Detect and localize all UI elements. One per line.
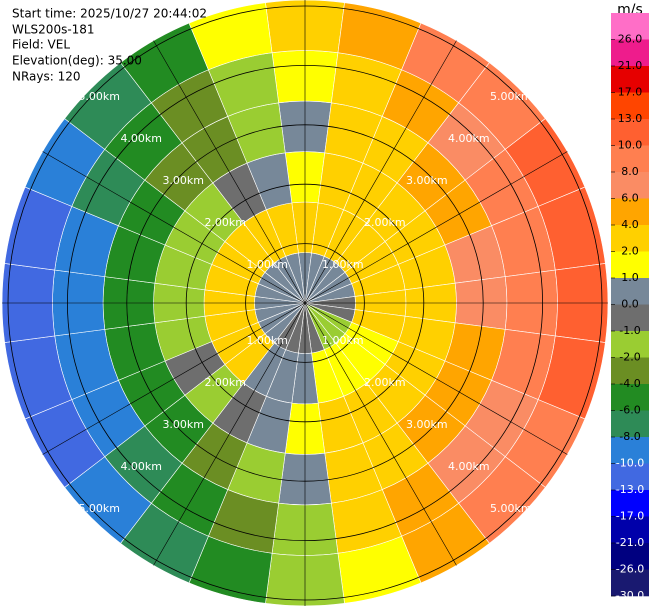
range-label: 1.00km <box>246 258 288 271</box>
colorbar-bin <box>611 251 649 279</box>
colorbar-label: -2.0 <box>619 351 640 364</box>
range-label: 3.00km <box>406 174 448 187</box>
range-ring <box>245 243 365 363</box>
range-label: 1.00km <box>246 334 288 347</box>
colorbar-bin <box>611 384 649 411</box>
range-ring <box>66 64 544 542</box>
velocity-gate <box>188 2 273 71</box>
colorbar-bin <box>611 225 649 252</box>
colorbar-bin <box>611 119 649 146</box>
spoke <box>304 302 457 566</box>
colorbar-bin <box>611 490 649 517</box>
colorbar-bin <box>611 92 649 120</box>
colorbar-label: 21.0 <box>618 59 643 72</box>
ppi-plot <box>1 0 609 607</box>
spoke <box>304 40 457 304</box>
colorbar-label: 1.0 <box>621 271 639 284</box>
spoke <box>153 302 306 566</box>
range-label: 3.00km <box>162 174 204 187</box>
colorbar-bin <box>611 145 649 173</box>
range-label: 5.00km <box>78 502 120 515</box>
range-label: 2.00km <box>364 376 406 389</box>
spoke <box>42 302 306 455</box>
header-line: Field: VEL <box>12 38 70 52</box>
colorbar-label: -17.0 <box>616 510 644 523</box>
colorbar-label: -8.0 <box>619 430 640 443</box>
colorbar-bin <box>611 543 649 570</box>
colorbar-label: 6.0 <box>621 192 639 205</box>
range-label: 4.00km <box>120 460 162 473</box>
colorbar-bin <box>611 278 649 305</box>
range-label: 2.00km <box>204 216 246 229</box>
colorbar-bin <box>611 172 649 199</box>
colorbar-bin <box>611 569 649 597</box>
colorbar-bin <box>611 516 649 544</box>
colorbar-bin <box>611 13 649 40</box>
header-line: WLS200s-181 <box>12 23 95 37</box>
colorbar-label: -30.0 <box>616 589 644 602</box>
range-label: 4.00km <box>120 132 162 145</box>
range-label: 5.00km <box>490 90 532 103</box>
range-label: 3.00km <box>162 418 204 431</box>
range-label: 5.00km <box>78 90 120 103</box>
colorbar: 26.0 21.0 17.0 13.0 10.0 8.0 6.0 4.0 2.0 1.0 0.0 -1… <box>611 13 649 602</box>
range-label: 2.00km <box>204 376 246 389</box>
range-label: 1.00km <box>322 334 364 347</box>
colorbar-bin <box>611 331 649 358</box>
colorbar-bin <box>611 39 649 67</box>
colorbar-label: 2.0 <box>621 245 639 258</box>
colorbar-bin <box>611 304 649 332</box>
spoke <box>153 40 306 304</box>
spoke <box>42 151 306 304</box>
range-label: 2.00km <box>364 216 406 229</box>
colorbar-bin <box>611 463 649 491</box>
colorbar-label: -21.0 <box>616 536 644 549</box>
colorbar-bin <box>611 66 649 93</box>
colorbar-label: 17.0 <box>618 86 643 99</box>
colorbar-bin <box>611 198 649 226</box>
header-line: NRays: 120 <box>12 70 81 84</box>
colorbar-label: -10.0 <box>616 457 644 470</box>
range-label: 1.00km <box>322 258 364 271</box>
colorbar-label: 10.0 <box>618 139 643 152</box>
range-label: 4.00km <box>448 460 490 473</box>
colorbar-bin <box>611 437 649 464</box>
colorbar-label: -1.0 <box>619 324 640 337</box>
range-ring <box>185 183 425 423</box>
colorbar-label: 26.0 <box>618 33 643 46</box>
colorbar-label: -26.0 <box>616 563 644 576</box>
spoke <box>304 151 568 304</box>
range-ring <box>126 124 484 482</box>
colorbar-label: 4.0 <box>621 218 639 231</box>
colorbar-label: -4.0 <box>619 377 640 390</box>
header-line: Elevation(deg): 35.00 <box>12 54 142 68</box>
colorbar-bin <box>611 410 649 438</box>
colorbar-label: 13.0 <box>618 112 643 125</box>
range-label: 4.00km <box>448 132 490 145</box>
colorbar-label: 8.0 <box>621 165 639 178</box>
range-label: 5.00km <box>490 502 532 515</box>
colorbar-label: -13.0 <box>616 483 644 496</box>
range-label: 3.00km <box>406 418 448 431</box>
overlay: 1.00km 1.00km 1.00km 1.00km 2.00km 2.00km 2.00… <box>2 0 608 606</box>
colorbar-label: 0.0 <box>621 298 639 311</box>
colorbar-label: -6.0 <box>619 404 640 417</box>
colorbar-bin <box>611 357 649 385</box>
range-ring <box>7 5 603 601</box>
header-line: Start time: 2025/10/27 20:44:02 <box>12 7 207 21</box>
spoke <box>304 302 568 455</box>
